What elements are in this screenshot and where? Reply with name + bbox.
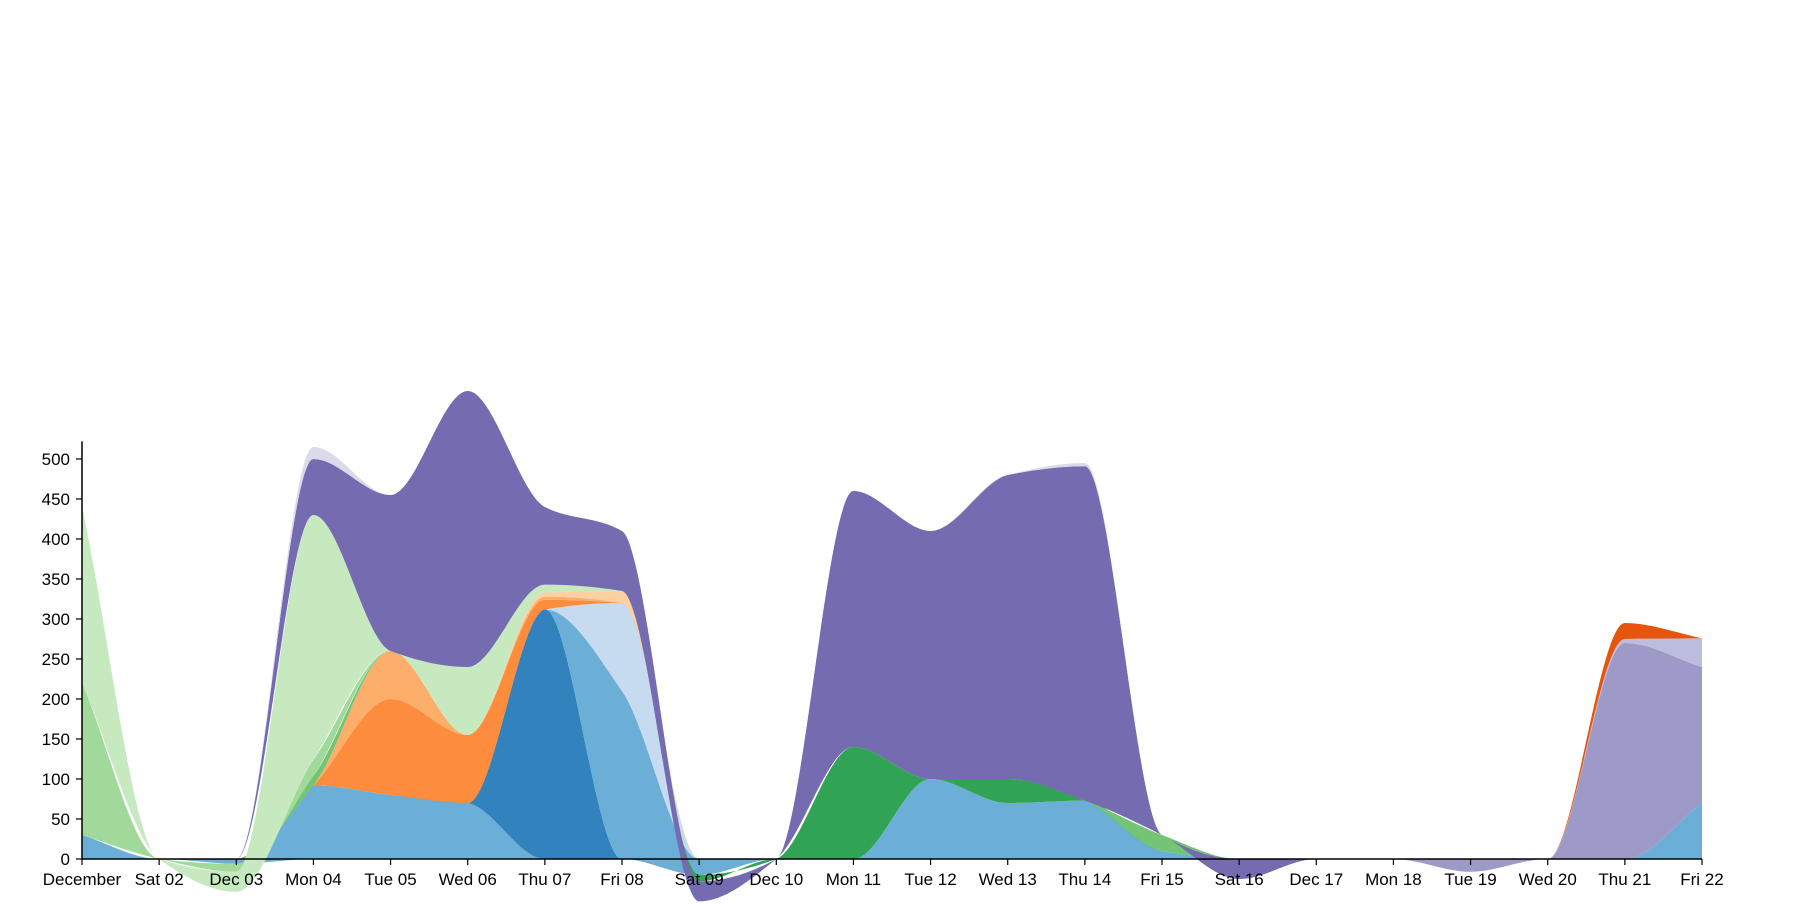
- x-tick-label: Wed 20: [1519, 870, 1577, 889]
- x-tick-label: Fri 22: [1680, 870, 1723, 889]
- y-tick-label: 500: [42, 450, 70, 469]
- x-tick-label: Thu 07: [518, 870, 571, 889]
- x-tick-label: Tue 12: [904, 870, 956, 889]
- x-tick-label: Dec 03: [209, 870, 263, 889]
- x-tick-label: Sat 16: [1215, 870, 1264, 889]
- series-layers: [82, 391, 1702, 902]
- x-tick-label: Wed 06: [439, 870, 497, 889]
- y-tick-label: 250: [42, 650, 70, 669]
- x-tick-label: Dec 17: [1289, 870, 1343, 889]
- series-area-1: [82, 609, 1702, 859]
- x-tick-label: Sat 09: [675, 870, 724, 889]
- y-tick-label: 100: [42, 770, 70, 789]
- x-tick-label: Fri 08: [600, 870, 643, 889]
- x-tick-label: December: [43, 870, 122, 889]
- x-tick-label: Mon 04: [285, 870, 342, 889]
- x-tick-label: Tue 19: [1444, 870, 1496, 889]
- x-tick-label: Mon 11: [826, 870, 881, 889]
- series-area-0: [82, 779, 1702, 875]
- y-tick-label: 400: [42, 530, 70, 549]
- y-tick-label: 300: [42, 610, 70, 629]
- x-tick-label: Wed 13: [979, 870, 1037, 889]
- series-area-11: [82, 391, 1702, 902]
- x-tick-label: Thu 21: [1598, 870, 1651, 889]
- series-area-4: [82, 599, 1702, 859]
- x-tick-label: Fri 15: [1140, 870, 1183, 889]
- y-tick-label: 450: [42, 490, 70, 509]
- x-tick-label: Dec 10: [749, 870, 803, 889]
- x-tick-label: Sat 02: [135, 870, 184, 889]
- y-tick-label: 0: [61, 850, 70, 869]
- y-axis: 0 50 100 150 200 250 300 350 400 450 500: [42, 441, 83, 869]
- x-tick-label: Mon 18: [1365, 870, 1422, 889]
- x-axis: December Sat 02 Dec 03 Mon 04 Tue 05 Wed 06 Th…: [43, 858, 1724, 889]
- x-tick-label: Tue 05: [364, 870, 416, 889]
- x-tick-label: Thu 14: [1058, 870, 1111, 889]
- y-tick-label: 200: [42, 690, 70, 709]
- y-tick-label: 150: [42, 730, 70, 749]
- y-tick-label: 50: [51, 810, 70, 829]
- y-tick-label: 350: [42, 570, 70, 589]
